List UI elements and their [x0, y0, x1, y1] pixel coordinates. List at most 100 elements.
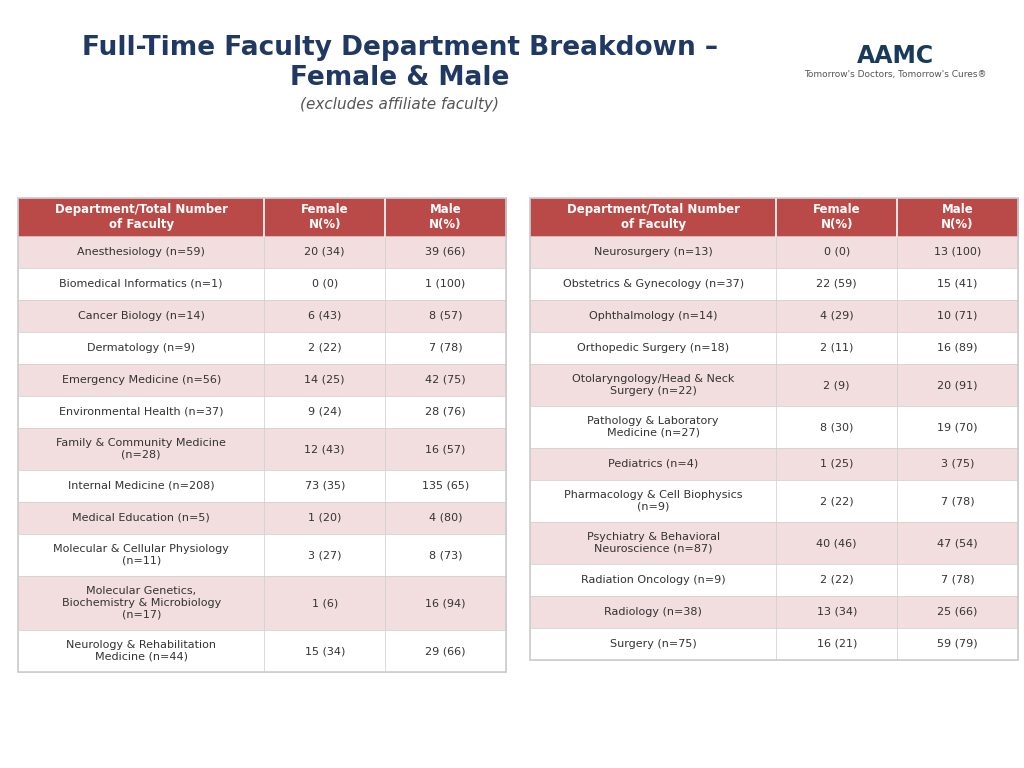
- Text: 28 (76): 28 (76): [425, 407, 466, 417]
- Text: Family & Community Medicine
(n=28): Family & Community Medicine (n=28): [56, 439, 226, 460]
- Text: 2 (11): 2 (11): [820, 343, 853, 353]
- FancyBboxPatch shape: [897, 300, 1018, 332]
- FancyBboxPatch shape: [776, 236, 897, 268]
- Text: 2 (22): 2 (22): [308, 343, 342, 353]
- FancyBboxPatch shape: [385, 630, 506, 672]
- FancyBboxPatch shape: [18, 428, 264, 470]
- FancyBboxPatch shape: [530, 198, 776, 236]
- Text: Biomedical Informatics (n=1): Biomedical Informatics (n=1): [59, 279, 223, 289]
- Text: Female & Male: Female & Male: [291, 65, 510, 91]
- Text: 9 (24): 9 (24): [308, 407, 342, 417]
- Text: 3 (75): 3 (75): [941, 459, 974, 469]
- FancyBboxPatch shape: [530, 448, 776, 480]
- Text: 14 (25): 14 (25): [304, 375, 345, 385]
- FancyBboxPatch shape: [385, 502, 506, 534]
- Text: 8 (57): 8 (57): [429, 311, 462, 321]
- FancyBboxPatch shape: [264, 470, 385, 502]
- FancyBboxPatch shape: [385, 300, 506, 332]
- Text: Female
N(%): Female N(%): [301, 203, 348, 231]
- Text: 42 (75): 42 (75): [425, 375, 466, 385]
- Text: 8 (30): 8 (30): [820, 422, 853, 432]
- FancyBboxPatch shape: [776, 448, 897, 480]
- FancyBboxPatch shape: [897, 198, 1018, 236]
- FancyBboxPatch shape: [776, 564, 897, 596]
- Text: AAMC: AAMC: [856, 44, 934, 68]
- FancyBboxPatch shape: [776, 522, 897, 564]
- Text: Female
N(%): Female N(%): [813, 203, 860, 231]
- FancyBboxPatch shape: [776, 480, 897, 522]
- FancyBboxPatch shape: [385, 236, 506, 268]
- FancyBboxPatch shape: [385, 396, 506, 428]
- FancyBboxPatch shape: [264, 396, 385, 428]
- FancyBboxPatch shape: [776, 268, 897, 300]
- FancyBboxPatch shape: [264, 198, 385, 236]
- Text: Dermatology (n=9): Dermatology (n=9): [87, 343, 196, 353]
- Text: 20 (91): 20 (91): [937, 380, 978, 390]
- FancyBboxPatch shape: [776, 628, 897, 660]
- Text: Radiology (n=38): Radiology (n=38): [604, 607, 702, 617]
- FancyBboxPatch shape: [18, 300, 264, 332]
- Text: (excludes affiliate faculty): (excludes affiliate faculty): [300, 98, 500, 112]
- Text: 25 (66): 25 (66): [937, 607, 978, 617]
- Text: Pharmacology & Cell Biophysics
(n=9): Pharmacology & Cell Biophysics (n=9): [564, 490, 742, 511]
- Text: 13 (34): 13 (34): [816, 607, 857, 617]
- FancyBboxPatch shape: [385, 332, 506, 364]
- Text: Orthopedic Surgery (n=18): Orthopedic Surgery (n=18): [578, 343, 729, 353]
- Text: Internal Medicine (n=208): Internal Medicine (n=208): [68, 481, 215, 491]
- Text: 2 (22): 2 (22): [820, 496, 854, 506]
- Text: 22 (59): 22 (59): [816, 279, 857, 289]
- Text: 1 (6): 1 (6): [311, 598, 338, 608]
- FancyBboxPatch shape: [18, 534, 264, 576]
- FancyBboxPatch shape: [776, 198, 897, 236]
- FancyBboxPatch shape: [776, 300, 897, 332]
- Text: 135 (65): 135 (65): [422, 481, 469, 491]
- FancyBboxPatch shape: [897, 406, 1018, 448]
- FancyBboxPatch shape: [264, 502, 385, 534]
- Text: 29 (66): 29 (66): [425, 646, 466, 656]
- Text: Male
N(%): Male N(%): [429, 203, 462, 231]
- Text: 2 (22): 2 (22): [820, 575, 854, 585]
- Text: 73 (35): 73 (35): [304, 481, 345, 491]
- FancyBboxPatch shape: [264, 576, 385, 630]
- FancyBboxPatch shape: [530, 628, 776, 660]
- Text: 1 (20): 1 (20): [308, 513, 341, 523]
- Text: 8 (73): 8 (73): [429, 550, 462, 560]
- FancyBboxPatch shape: [18, 630, 264, 672]
- Text: Male
N(%): Male N(%): [941, 203, 974, 231]
- Text: 10 (71): 10 (71): [937, 311, 978, 321]
- FancyBboxPatch shape: [385, 428, 506, 470]
- FancyBboxPatch shape: [18, 198, 264, 236]
- Text: 15 (34): 15 (34): [304, 646, 345, 656]
- Text: 16 (21): 16 (21): [816, 639, 857, 649]
- FancyBboxPatch shape: [264, 300, 385, 332]
- Text: Pathology & Laboratory
Medicine (n=27): Pathology & Laboratory Medicine (n=27): [588, 416, 719, 438]
- Text: 4 (80): 4 (80): [429, 513, 462, 523]
- FancyBboxPatch shape: [897, 364, 1018, 406]
- FancyBboxPatch shape: [264, 428, 385, 470]
- Text: 1 (25): 1 (25): [820, 459, 853, 469]
- FancyBboxPatch shape: [264, 332, 385, 364]
- FancyBboxPatch shape: [18, 396, 264, 428]
- Text: 2 (9): 2 (9): [823, 380, 850, 390]
- FancyBboxPatch shape: [897, 332, 1018, 364]
- FancyBboxPatch shape: [897, 268, 1018, 300]
- Text: Molecular & Cellular Physiology
(n=11): Molecular & Cellular Physiology (n=11): [53, 545, 229, 566]
- Text: Surgery (n=75): Surgery (n=75): [610, 639, 696, 649]
- FancyBboxPatch shape: [776, 406, 897, 448]
- FancyBboxPatch shape: [18, 576, 264, 630]
- Text: Ophthalmology (n=14): Ophthalmology (n=14): [589, 311, 718, 321]
- FancyBboxPatch shape: [530, 364, 776, 406]
- FancyBboxPatch shape: [776, 364, 897, 406]
- Text: 20 (34): 20 (34): [304, 247, 345, 257]
- FancyBboxPatch shape: [18, 268, 264, 300]
- FancyBboxPatch shape: [530, 300, 776, 332]
- FancyBboxPatch shape: [530, 522, 776, 564]
- Text: Psychiatry & Behavioral
Neuroscience (n=87): Psychiatry & Behavioral Neuroscience (n=…: [587, 532, 720, 554]
- FancyBboxPatch shape: [530, 480, 776, 522]
- FancyBboxPatch shape: [264, 236, 385, 268]
- Text: 16 (57): 16 (57): [425, 444, 466, 454]
- Text: 7 (78): 7 (78): [429, 343, 462, 353]
- FancyBboxPatch shape: [264, 364, 385, 396]
- FancyBboxPatch shape: [897, 236, 1018, 268]
- FancyBboxPatch shape: [264, 268, 385, 300]
